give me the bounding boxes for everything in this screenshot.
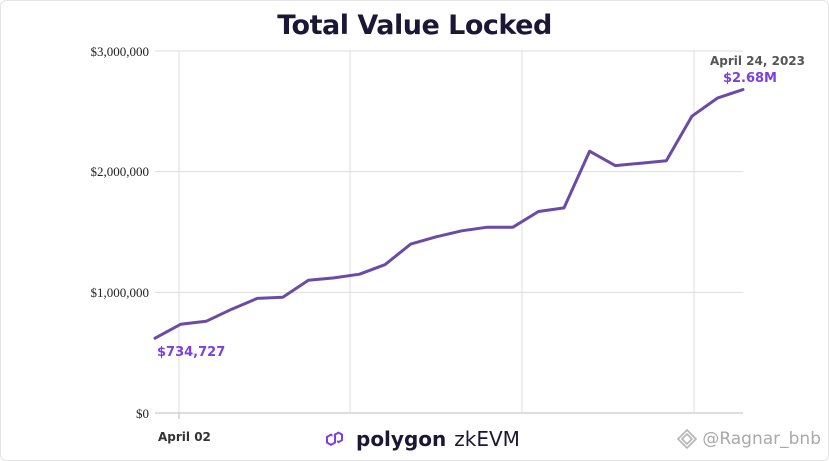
brand-word: polygon (356, 427, 447, 451)
end-value-label: $2.68M (722, 71, 777, 86)
chart-title: Total Value Locked (277, 10, 552, 41)
y-tick-label: $2,000,000 (90, 164, 150, 179)
polygon-logo-icon (326, 431, 343, 446)
brand-product: zkEVM (454, 427, 520, 451)
x-tick-label: April 02 (158, 430, 211, 444)
y-tick-label: $1,000,000 (90, 285, 150, 300)
watermark: @Ragnar_bnb (676, 428, 821, 450)
y-tick-label: $3,000,000 (90, 44, 150, 59)
watermark-text: @Ragnar_bnb (702, 429, 821, 449)
end-date-label: April 24, 2023 (709, 54, 805, 68)
polygon-zkevm-logo: polygon zkEVM (324, 427, 520, 451)
series-line (153, 88, 745, 340)
watermark-diamond-icon (677, 428, 698, 450)
y-tick-label: $0 (136, 406, 149, 421)
start-value-label: $734,727 (157, 345, 226, 360)
